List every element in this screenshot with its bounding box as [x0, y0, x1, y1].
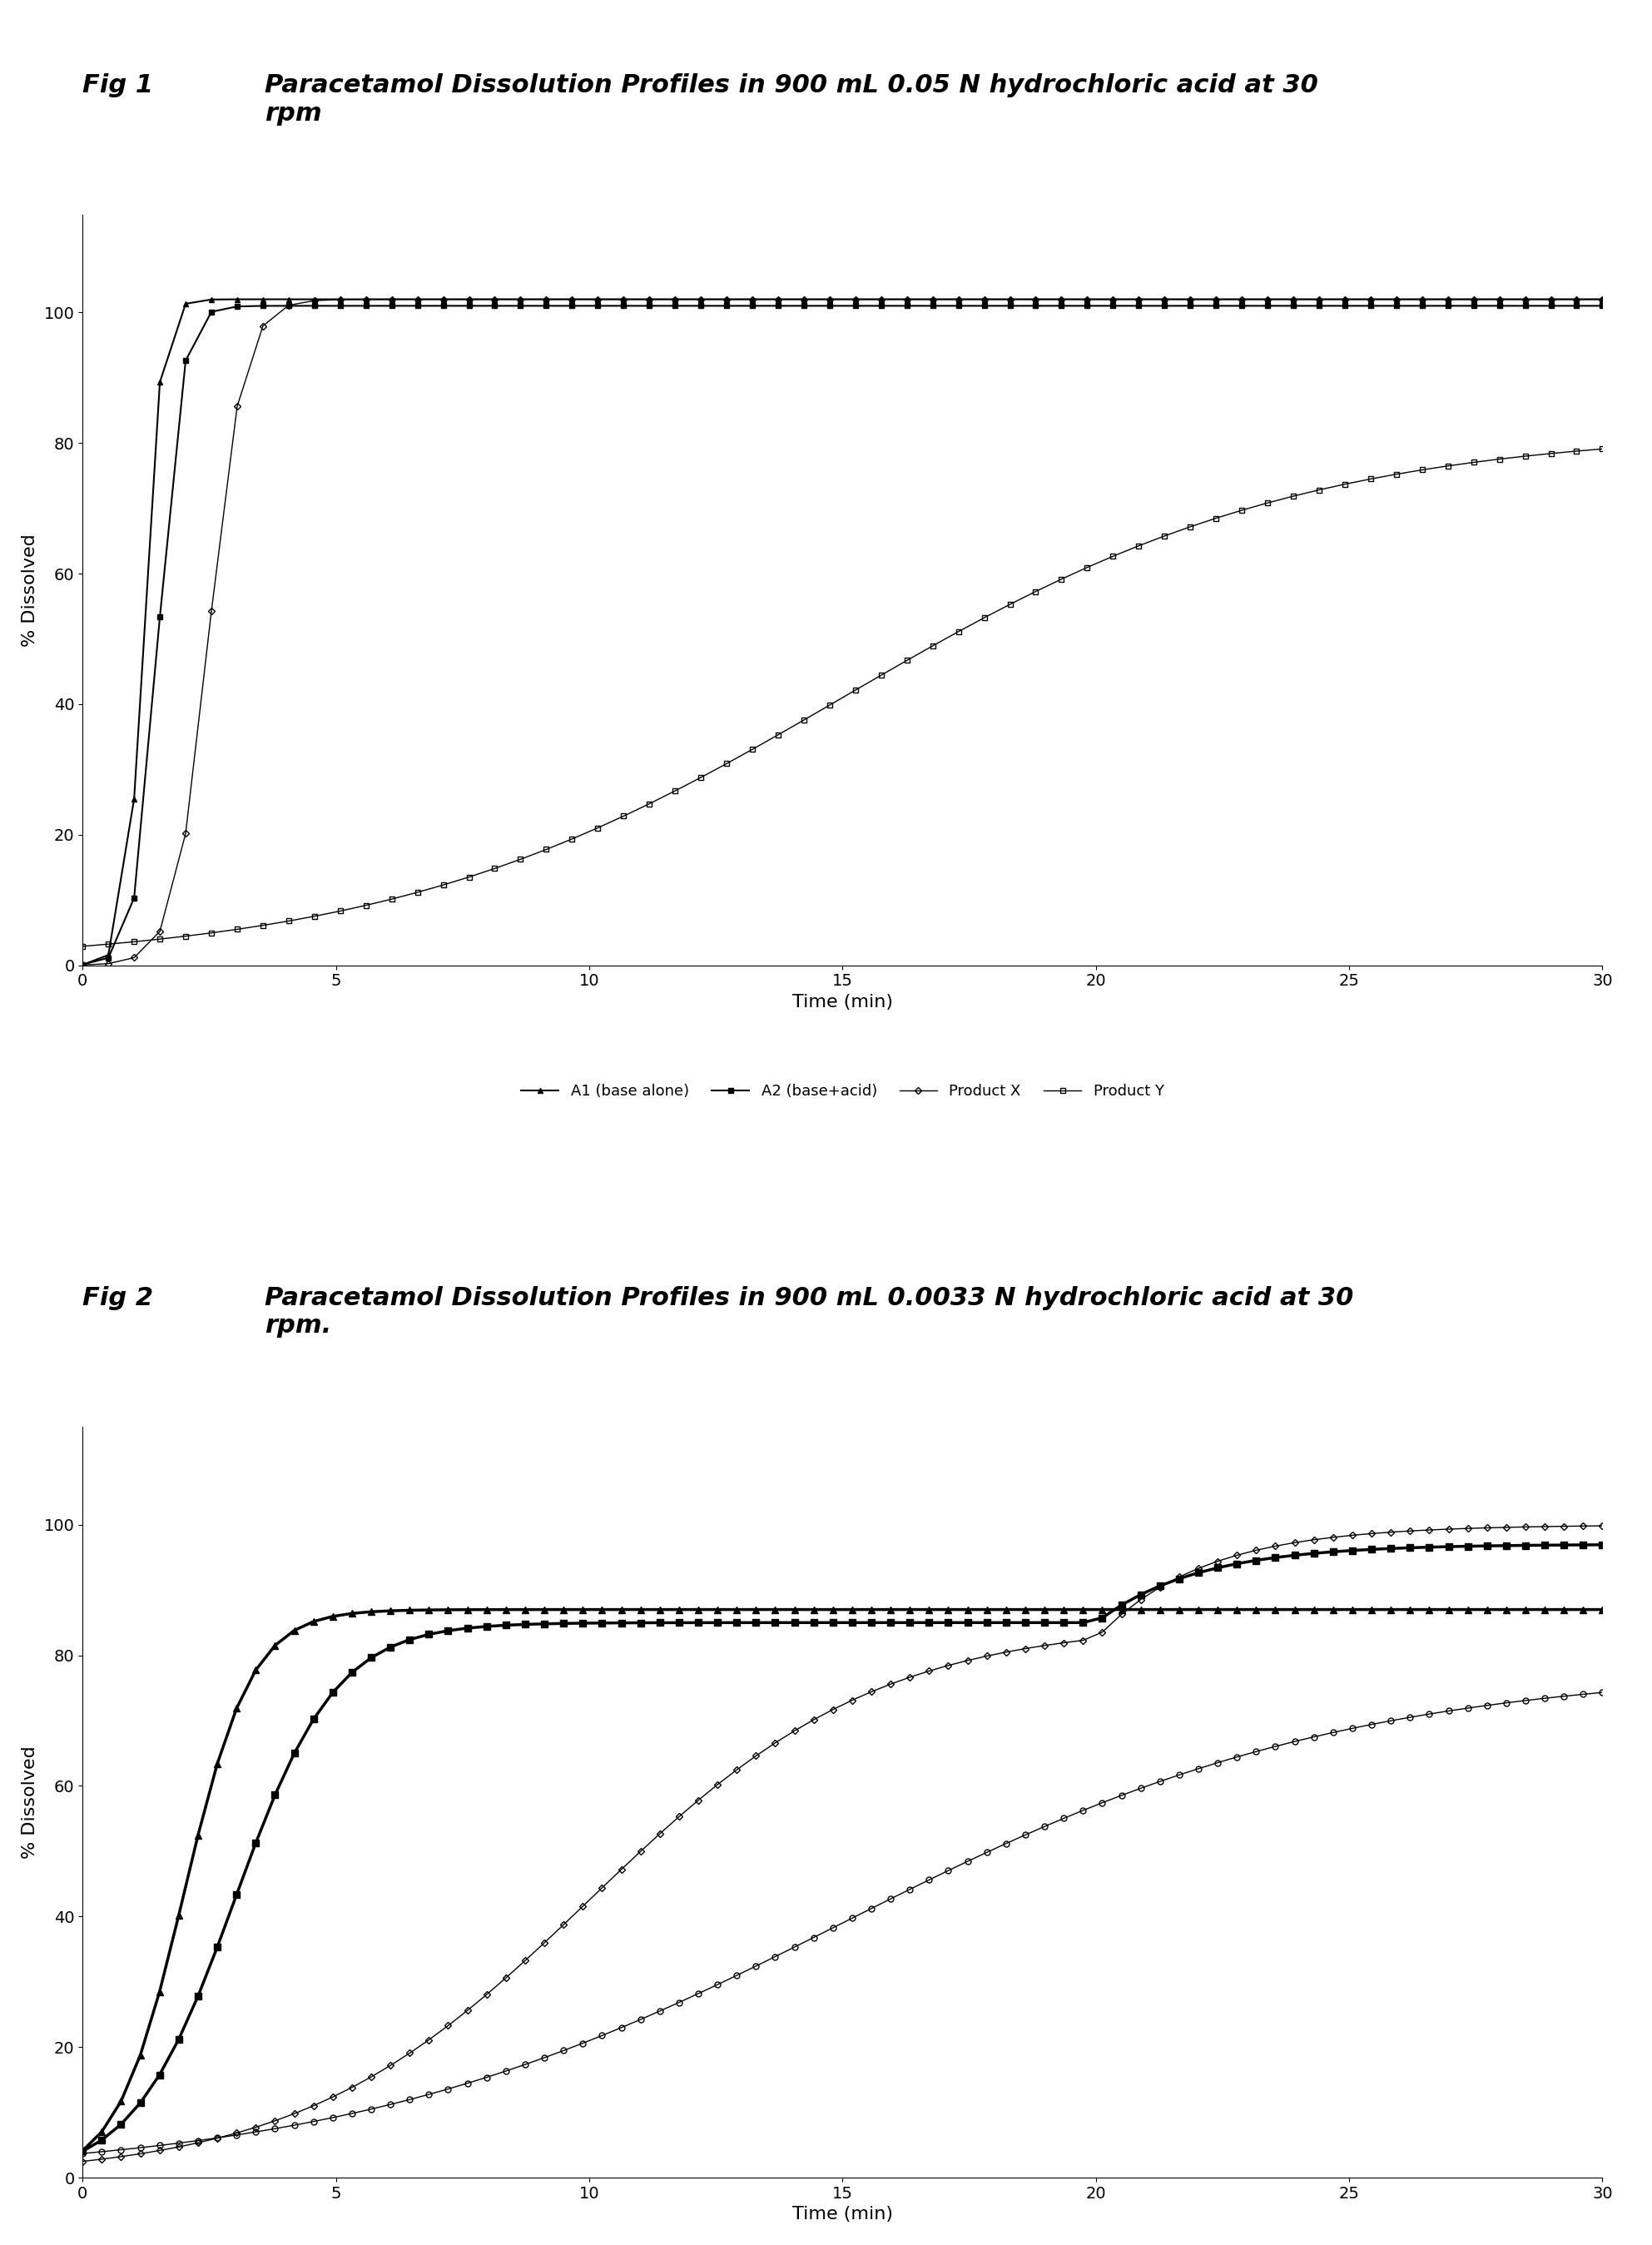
A2 (base+acid) [976, 1610, 996, 1637]
Product Y [73, 934, 93, 961]
Product X [996, 1639, 1016, 1666]
Product Y [562, 826, 582, 853]
Y-axis label: % Dissolved: % Dissolved [21, 534, 38, 647]
A1 (base alone) [330, 285, 350, 312]
Text: Fig 1: Fig 1 [83, 74, 154, 99]
Product X [819, 285, 839, 312]
Product Y [330, 898, 350, 925]
Y-axis label: % Dissolved: % Dissolved [21, 1747, 38, 1859]
A2 (base+acid) [1112, 1592, 1132, 1619]
Product Y [1112, 1783, 1132, 1809]
A2 (base+acid) [459, 292, 479, 319]
A2 (base+acid) [747, 1610, 767, 1637]
Product Y [1054, 1805, 1074, 1832]
Product Y [1593, 1679, 1612, 1706]
A1 (base alone) [537, 285, 557, 312]
A2 (base+acid) [588, 292, 608, 319]
Product X [510, 285, 530, 312]
A1 (base alone) [73, 952, 93, 979]
Product X [562, 285, 582, 312]
Product Y [588, 815, 608, 842]
Product X [747, 1742, 767, 1769]
Legend: A1 (base alone), A2 (base+acid), Product X, Product Y: A1 (base alone), A2 (base+acid), Product… [515, 1078, 1170, 1105]
Product X [588, 285, 608, 312]
Product X [976, 1643, 996, 1670]
A1 (base alone) [588, 285, 608, 312]
Product X [73, 2148, 93, 2175]
A2 (base+acid) [1593, 292, 1612, 319]
Line: Product X: Product X [81, 296, 1604, 968]
A1 (base alone) [996, 1596, 1016, 1623]
Product X [1419, 1518, 1439, 1545]
A2 (base+acid) [330, 292, 350, 319]
Product X [459, 285, 479, 312]
Product Y [459, 864, 479, 891]
A1 (base alone) [976, 1596, 996, 1623]
X-axis label: Time (min): Time (min) [793, 995, 892, 1010]
Product X [1054, 1630, 1074, 1657]
A2 (base+acid) [996, 1610, 1016, 1637]
A1 (base alone) [459, 285, 479, 312]
Product Y [1026, 577, 1046, 604]
Line: Product X: Product X [81, 1524, 1604, 2164]
A1 (base alone) [1593, 285, 1612, 312]
Text: Paracetamol Dissolution Profiles in 900 mL 0.0033 N hydrochloric acid at 30
rpm.: Paracetamol Dissolution Profiles in 900 … [264, 1286, 1355, 1338]
Product X [1593, 1513, 1612, 1540]
A1 (base alone) [1593, 1596, 1612, 1623]
A1 (base alone) [1052, 285, 1072, 312]
Product X [1052, 285, 1072, 312]
A2 (base+acid) [1593, 1531, 1612, 1558]
Line: Product Y: Product Y [81, 447, 1604, 950]
Product X [1112, 1601, 1132, 1628]
A2 (base+acid) [73, 952, 93, 979]
Line: Product Y: Product Y [79, 1690, 1606, 2157]
A2 (base+acid) [613, 292, 633, 319]
Product X [73, 952, 93, 979]
A2 (base+acid) [510, 292, 530, 319]
Line: A1 (base alone): A1 (base alone) [79, 296, 1606, 968]
Product X [1593, 285, 1612, 312]
Product Y [1419, 1699, 1439, 1726]
Product Y [1593, 436, 1612, 462]
A1 (base alone) [1112, 1596, 1132, 1623]
Product Y [747, 1953, 767, 1980]
A1 (base alone) [73, 2137, 93, 2164]
A1 (base alone) [613, 285, 633, 312]
Line: A1 (base alone): A1 (base alone) [79, 1605, 1606, 2155]
X-axis label: Time (min): Time (min) [793, 2207, 892, 2223]
Line: A2 (base+acid): A2 (base+acid) [79, 1542, 1606, 2155]
A2 (base+acid) [73, 2137, 93, 2164]
A1 (base alone) [747, 1596, 767, 1623]
A2 (base+acid) [1054, 1610, 1074, 1637]
A1 (base alone) [1439, 1596, 1459, 1623]
A1 (base alone) [1419, 1596, 1439, 1623]
Product Y [976, 1839, 996, 1866]
Product Y [996, 1830, 1016, 1857]
Text: Paracetamol Dissolution Profiles in 900 mL 0.05 N hydrochloric acid at 30
rpm: Paracetamol Dissolution Profiles in 900 … [264, 74, 1318, 126]
Product Y [73, 2139, 93, 2166]
Product Y [510, 846, 530, 873]
Line: A2 (base+acid): A2 (base+acid) [79, 303, 1606, 968]
A2 (base+acid) [1052, 292, 1072, 319]
A2 (base+acid) [562, 292, 582, 319]
A1 (base alone) [1054, 1596, 1074, 1623]
Text: Fig 2: Fig 2 [83, 1286, 154, 1311]
Product X [330, 285, 350, 312]
A2 (base+acid) [1419, 1533, 1439, 1560]
A1 (base alone) [484, 285, 504, 312]
